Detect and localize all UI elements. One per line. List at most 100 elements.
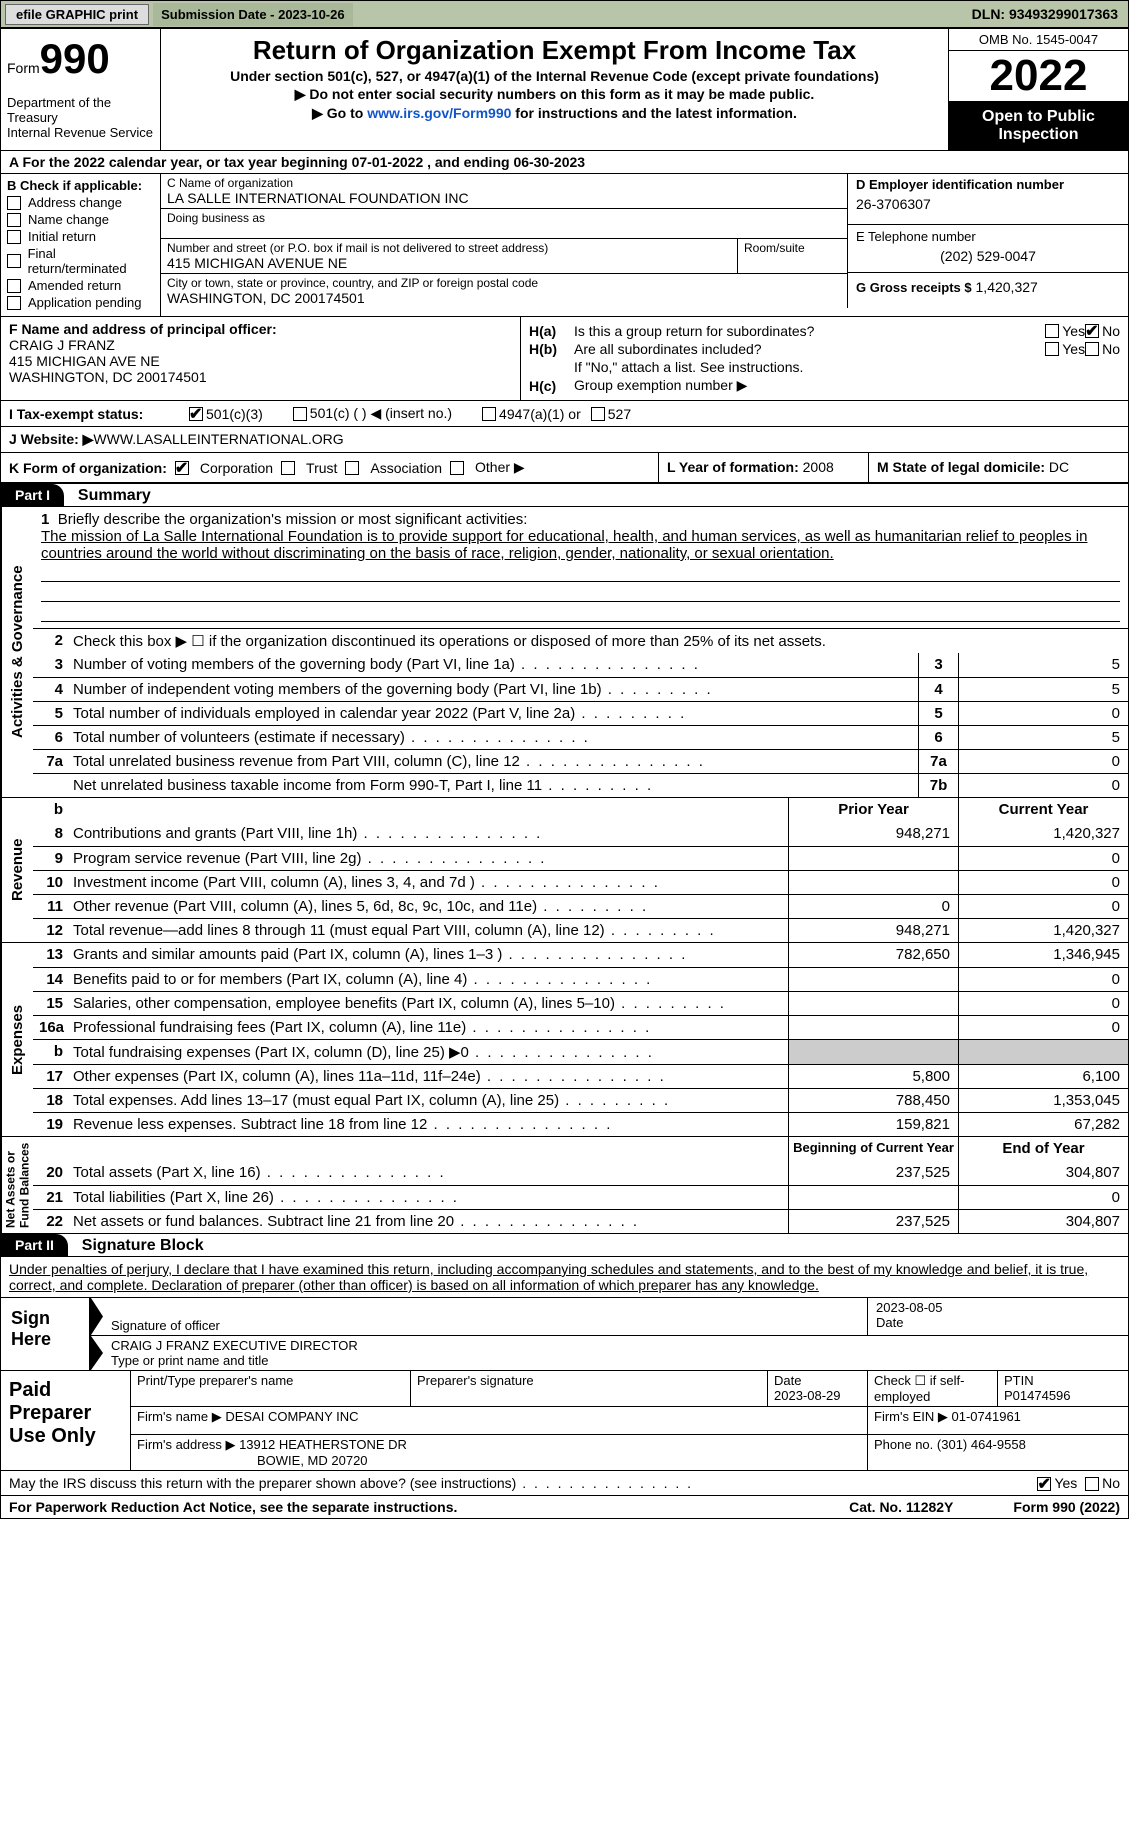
row-desc: Net assets or fund balances. Subtract li… <box>69 1210 788 1233</box>
i-527[interactable] <box>591 407 605 421</box>
i-501c[interactable] <box>293 407 307 421</box>
prep-date: 2023-08-29 <box>774 1388 841 1403</box>
discuss-no[interactable] <box>1085 1477 1099 1491</box>
row-cy: 67,282 <box>958 1113 1128 1136</box>
ein: 26-3706307 <box>856 192 1120 224</box>
k-o2: Trust <box>306 460 337 476</box>
officer: F Name and address of principal officer:… <box>1 317 521 400</box>
k-assoc[interactable] <box>345 461 359 475</box>
row-cy: 0 <box>958 968 1128 991</box>
col-d: D Employer identification number 26-3706… <box>848 174 1128 316</box>
part2-bar: Part II <box>1 1234 68 1256</box>
f-label: F Name and address of principal officer: <box>9 321 512 337</box>
row-py <box>788 1040 958 1064</box>
paid-label: Paid Preparer Use Only <box>1 1371 131 1470</box>
k-corp[interactable] <box>175 461 189 475</box>
row-py <box>788 992 958 1015</box>
hb-yes[interactable] <box>1045 342 1059 356</box>
city-label: City or town, state or province, country… <box>167 276 841 290</box>
b-check[interactable] <box>7 279 21 293</box>
l-val: 2008 <box>803 459 834 475</box>
row-cy: 0 <box>958 992 1128 1015</box>
row-py: 159,821 <box>788 1113 958 1136</box>
firm-label: Firm's name ▶ <box>137 1409 222 1424</box>
ha-text: Is this a group return for subordinates? <box>574 323 1045 339</box>
efile-button[interactable]: efile GRAPHIC print <box>5 4 149 25</box>
row-cy: 6,100 <box>958 1065 1128 1088</box>
dba-label: Doing business as <box>167 211 841 225</box>
c-name-label: C Name of organization <box>167 176 841 190</box>
row-desc: Grants and similar amounts paid (Part IX… <box>69 943 788 967</box>
arrow-note-2: ▶ Go to www.irs.gov/Form990 for instruct… <box>171 105 938 122</box>
part1-title: Summary <box>68 487 151 504</box>
i-o1: 501(c)(3) <box>206 406 263 422</box>
b-check[interactable] <box>7 196 21 210</box>
k-o1: Corporation <box>200 460 273 476</box>
b-check[interactable] <box>7 230 21 244</box>
footer: For Paperwork Reduction Act Notice, see … <box>0 1496 1129 1519</box>
officer-addr1: 415 MICHIGAN AVE NE <box>9 353 512 369</box>
row-cy: 0 <box>958 1016 1128 1039</box>
row-box: 3 <box>918 653 958 677</box>
ein-label: Firm's EIN ▶ <box>874 1409 948 1424</box>
h-area: H(a)Is this a group return for subordina… <box>521 317 1128 400</box>
h-note: If "No," attach a list. See instructions… <box>574 359 803 375</box>
b-check[interactable] <box>7 296 21 310</box>
line1-num: 1 <box>41 511 49 528</box>
na-py-hdr: Beginning of Current Year <box>788 1137 958 1161</box>
row-box: 6 <box>918 726 958 749</box>
row-desc: Other expenses (Part IX, column (A), lin… <box>69 1065 788 1088</box>
i-501c3[interactable] <box>189 407 203 421</box>
k-trust[interactable] <box>281 461 295 475</box>
discuss-row: May the IRS discuss this return with the… <box>0 1471 1129 1496</box>
type-print-label: Type or print name and title <box>111 1353 269 1368</box>
row-cy: 304,807 <box>958 1161 1128 1185</box>
discuss-yes[interactable] <box>1037 1477 1051 1491</box>
row-desc: Professional fundraising fees (Part IX, … <box>69 1016 788 1039</box>
section-bcd: B Check if applicable: Address changeNam… <box>0 174 1129 317</box>
hb-no[interactable] <box>1085 342 1099 356</box>
arrow-icon <box>91 1336 103 1370</box>
k-other[interactable] <box>450 461 464 475</box>
row-cy: 1,420,327 <box>958 822 1128 846</box>
row-py <box>788 1186 958 1209</box>
k-o3: Association <box>370 460 442 476</box>
form-label: Form990 <box>7 35 154 83</box>
footer-right: Form 990 (2022) <box>1013 1499 1120 1515</box>
i-label: I Tax-exempt status: <box>9 406 189 422</box>
i-4947[interactable] <box>482 407 496 421</box>
row-cy: 1,420,327 <box>958 919 1128 942</box>
row-desc: Total number of volunteers (estimate if … <box>69 726 918 749</box>
row-py: 0 <box>788 895 958 918</box>
phone: (202) 529-0047 <box>856 244 1120 268</box>
row-cy: 0 <box>958 847 1128 870</box>
firm-ein: 01-0741961 <box>952 1409 1021 1424</box>
korg-row: K Form of organization: Corporation Trus… <box>0 453 1129 483</box>
part1-header: Part I Summary <box>0 483 1129 507</box>
row-cy: 1,346,945 <box>958 943 1128 967</box>
row-cy: 1,353,045 <box>958 1089 1128 1112</box>
row-cy: 304,807 <box>958 1210 1128 1233</box>
gross-label: G Gross receipts $ <box>856 280 972 295</box>
ha-yes[interactable] <box>1045 324 1059 338</box>
room-label: Room/suite <box>744 241 841 255</box>
j-label: J Website: ▶ <box>9 431 93 448</box>
b-check[interactable] <box>7 213 21 227</box>
row-py: 788,450 <box>788 1089 958 1112</box>
b-item-label: Address change <box>28 195 122 210</box>
row-box: 7b <box>918 774 958 797</box>
topbar: efile GRAPHIC print Submission Date - 20… <box>0 0 1129 28</box>
b-item-label: Application pending <box>28 295 141 310</box>
col-c: C Name of organization LA SALLE INTERNAT… <box>161 174 848 316</box>
col-b: B Check if applicable: Address changeNam… <box>1 174 161 316</box>
tax-exempt-row: I Tax-exempt status: 501(c)(3) 501(c) ( … <box>0 401 1129 427</box>
ha-no[interactable] <box>1085 324 1099 338</box>
b-check[interactable] <box>7 254 21 268</box>
row-py <box>788 847 958 870</box>
gross-val: 1,420,327 <box>976 279 1038 295</box>
b-header: B Check if applicable: <box>7 178 154 193</box>
discuss-text: May the IRS discuss this return with the… <box>9 1475 693 1491</box>
line2: Check this box ▶ ☐ if the organization d… <box>69 629 1128 653</box>
row-desc: Number of independent voting members of … <box>69 678 918 701</box>
irs-link[interactable]: www.irs.gov/Form990 <box>367 105 511 121</box>
